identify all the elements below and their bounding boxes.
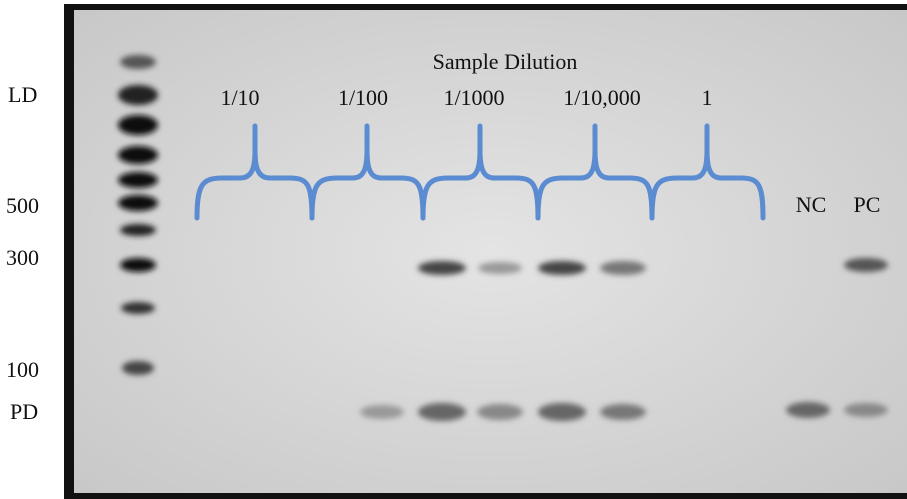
marker-label: PD [10, 399, 38, 424]
braces [194, 123, 766, 221]
marker-label: 100 [6, 357, 39, 382]
band [538, 261, 586, 275]
ladder-band [118, 85, 158, 105]
ladder-band [118, 195, 158, 211]
marker-label: 300 [6, 245, 39, 270]
control-label: NC [796, 192, 827, 217]
ladder-band [120, 224, 156, 236]
dilution-label: 1/1000 [443, 85, 504, 110]
band [418, 261, 466, 275]
dilution-label: 1 [702, 85, 713, 110]
band [600, 261, 646, 275]
dilution-label: 1/10 [220, 85, 259, 110]
band [478, 262, 522, 274]
band [418, 403, 466, 421]
gel [74, 10, 907, 493]
band [600, 404, 646, 420]
ladder-band [118, 146, 158, 164]
ladder-band [118, 172, 158, 188]
control-label: PC [854, 192, 881, 217]
band [477, 404, 523, 420]
dilution-label: 1/100 [338, 85, 388, 110]
bands [118, 55, 888, 421]
band [538, 403, 586, 421]
ladder-band [118, 115, 158, 135]
ladder-band [122, 361, 154, 375]
band [844, 403, 888, 417]
marker-label: LD [8, 82, 37, 107]
dilution-label: 1/10,000 [563, 85, 641, 110]
marker-label: 500 [6, 193, 39, 218]
band [786, 402, 830, 418]
ladder-band [121, 302, 155, 314]
band [360, 405, 404, 419]
title: Sample Dilution [433, 49, 578, 74]
ladder-band [120, 258, 156, 272]
band [844, 258, 888, 272]
ladder-band [120, 55, 156, 69]
